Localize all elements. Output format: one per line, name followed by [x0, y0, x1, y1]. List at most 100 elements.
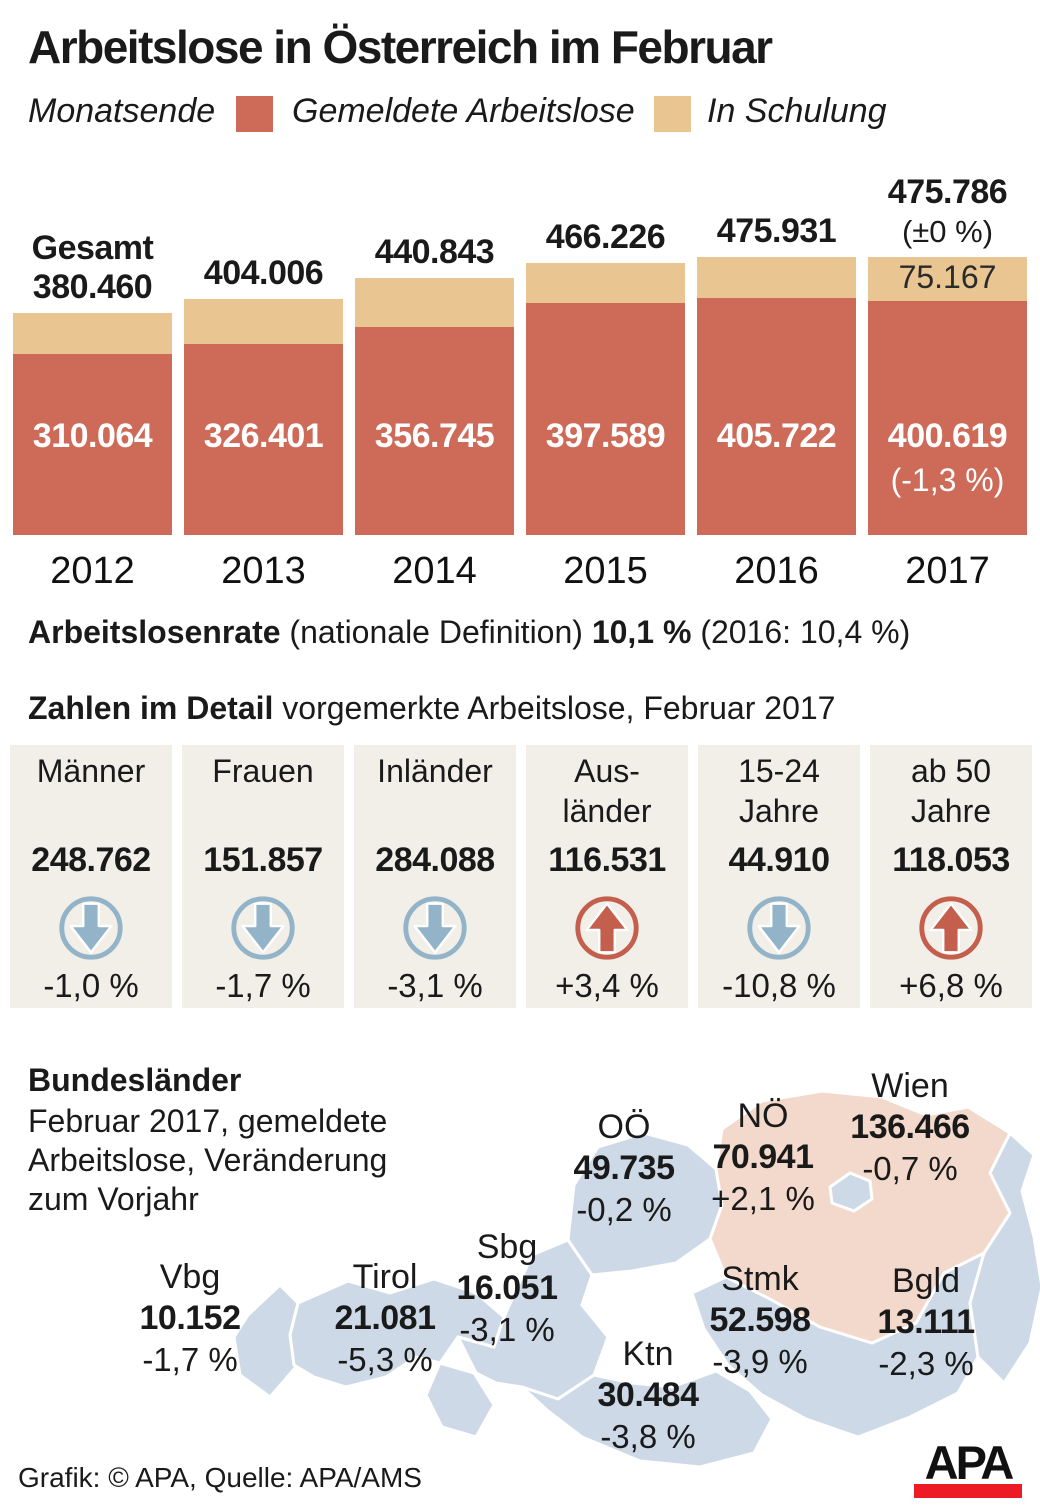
bar-2013-in-schulung: [184, 299, 343, 344]
region-name: Stmk: [721, 1260, 799, 1298]
card-value: 284.088: [375, 841, 495, 879]
austria-map: [232, 1089, 1040, 1469]
region-name: Sbg: [476, 1228, 538, 1266]
region-change: -2,3 %: [878, 1345, 974, 1382]
map-label-tirol: Tirol 21.081 -5,3 %: [270, 1257, 500, 1380]
map-label-wien: Wien 136.466 -0,7 %: [795, 1066, 1025, 1189]
card-change: +3,4 %: [555, 967, 659, 1004]
map-region-wien: [828, 1171, 874, 1213]
card-label: Inländer: [377, 753, 493, 789]
card-change: -10,8 %: [722, 967, 836, 1004]
card-value: 151.857: [203, 841, 323, 879]
bar-2016-total-label: 475.931: [716, 212, 837, 250]
bar-2013-value-label: 326.401: [203, 417, 324, 455]
bar-2016-value-label: 405.722: [716, 417, 837, 455]
region-change: -0,2 %: [576, 1191, 672, 1228]
card-change: +6,8 %: [899, 967, 1003, 1004]
region-change: -0,7 %: [862, 1150, 958, 1187]
legend-swatch-gemeldete-arbeitslose: [236, 96, 273, 132]
region-value: 70.941: [712, 1138, 815, 1176]
region-change: +2,1 %: [711, 1180, 815, 1217]
region-value: 49.735: [573, 1149, 676, 1187]
bar-2014-value-label: 356.745: [374, 417, 495, 455]
rate-previous-year: (2016: 10,4 %): [700, 614, 911, 650]
card-value: 118.053: [892, 841, 1010, 879]
year-label-2014: 2014: [392, 550, 477, 592]
card-label: Aus- länder: [562, 753, 652, 829]
up-arrow-icon: [575, 896, 639, 960]
bar-2017-value-label: 400.619 (-1,3 %): [887, 417, 1008, 498]
rate-label: Arbeitslosenrate: [28, 614, 281, 650]
map-region-niederoesterreich: [708, 1089, 1012, 1345]
region-value: 16.051: [456, 1269, 559, 1307]
card-trend: [526, 891, 688, 970]
year-label-2017: 2017: [905, 550, 990, 592]
up-arrow-icon: [919, 896, 983, 960]
bar-2014-total-label: 440.843: [374, 233, 495, 271]
down-arrow-icon: [59, 896, 123, 960]
card-label: Männer: [36, 753, 146, 789]
bar-2017-total-label: 475.786 (±0 %): [887, 173, 1008, 249]
bar-2012-gemeldete: [13, 354, 172, 535]
region-value: 21.081: [334, 1299, 437, 1337]
detail-heading-bold: Zahlen im Detail: [28, 690, 274, 726]
bar-2012-value-label: 310.064: [32, 417, 153, 455]
states-section-heading: Bundesländer: [28, 1062, 242, 1098]
unemployment-rate-line: Arbeitslosenrate (nationale Definition) …: [28, 614, 910, 651]
page-title: Arbeitslose in Österreich im Februar: [28, 21, 773, 73]
region-change: -5,3 %: [337, 1341, 433, 1378]
region-value: 13.111: [877, 1303, 975, 1341]
year-label-2013: 2013: [221, 550, 306, 592]
map-label-ktn: Ktn 30.484 -3,8 %: [533, 1334, 763, 1457]
states-section-subtitle: Februar 2017, gemeldete Arbeitslose, Ver…: [28, 1103, 388, 1217]
detail-card-ab-50-jahre: ab 50 Jahre 118.053 +6,8 %: [870, 745, 1032, 1008]
legend-swatch-in-schulung: [654, 96, 691, 132]
detail-card-inlaender: Inländer 284.088 -3,1 %: [354, 745, 516, 1008]
card-value: 116.531: [548, 841, 666, 879]
rate-value: 10,1 %: [591, 614, 692, 650]
card-value: 248.762: [31, 841, 151, 879]
detail-card-maenner: Männer 248.762 -1,0 %: [10, 745, 172, 1008]
bar-2016-in-schulung: [697, 257, 856, 298]
region-name: Vbg: [159, 1258, 221, 1296]
legend-label-gemeldete-arbeitslose: Gemeldete Arbeitslose: [292, 92, 635, 130]
region-name: OÖ: [597, 1108, 651, 1146]
region-name: NÖ: [737, 1097, 789, 1135]
region-value: 30.484: [597, 1376, 700, 1414]
bar-2017-schulung-label: 75.167: [898, 259, 997, 295]
map-label-sbg: Sbg 16.051 -3,1 %: [392, 1227, 622, 1350]
card-trend: [10, 891, 172, 970]
region-name: Ktn: [622, 1335, 674, 1373]
legend-label-in-schulung: In Schulung: [707, 92, 887, 130]
down-arrow-icon: [231, 896, 295, 960]
down-arrow-icon: [403, 896, 467, 960]
map-region-tirol: [288, 1277, 506, 1389]
detail-card-aus-laender: Aus- länder 116.531 +3,4 %: [526, 745, 688, 1008]
bar-2012-in-schulung: [13, 313, 172, 354]
legend-period-label: Monatsende: [28, 92, 216, 130]
map-label-noe: NÖ 70.941 +2,1 %: [648, 1096, 878, 1219]
region-change: -3,9 %: [712, 1343, 808, 1380]
bar-2013-gemeldete: [184, 344, 343, 535]
detail-section-heading: Zahlen im Detail vorgemerkte Arbeitslose…: [28, 690, 835, 727]
region-value: 136.466: [850, 1108, 970, 1146]
card-trend: [870, 891, 1032, 970]
card-value: 44.910: [728, 841, 831, 879]
year-label-2012: 2012: [50, 550, 135, 592]
apa-logo-red-bar-icon: [914, 1484, 1022, 1498]
region-change: -3,1 %: [459, 1311, 555, 1348]
card-change: -1,0 %: [43, 967, 139, 1004]
bar-2012-total-label: Gesamt 380.460: [31, 229, 154, 306]
region-value: 10.152: [139, 1299, 242, 1337]
detail-heading-rest: vorgemerkte Arbeitslose, Februar 2017: [282, 690, 836, 726]
region-name: Wien: [871, 1067, 949, 1105]
rate-definition: (nationale Definition): [289, 614, 583, 650]
bar-2017-gemeldete: [868, 301, 1027, 535]
detail-card-frauen: Frauen 151.857 -1,7 %: [182, 745, 344, 1008]
map-region-kaernten: [520, 1369, 774, 1469]
map-label-vbg: Vbg 10.152 -1,7 %: [75, 1257, 305, 1380]
bar-2016-gemeldete: [697, 298, 856, 535]
